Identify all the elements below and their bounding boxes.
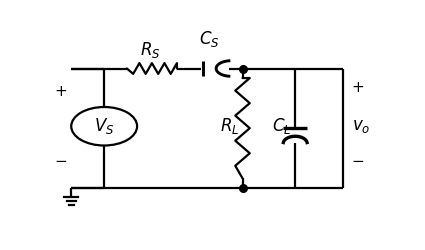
- Text: +: +: [351, 80, 364, 95]
- Text: −: −: [54, 154, 67, 169]
- Text: $C_S$: $C_S$: [199, 29, 220, 49]
- Text: $V_S$: $V_S$: [94, 116, 114, 136]
- Text: $R_S$: $R_S$: [140, 40, 161, 60]
- Text: $v_o$: $v_o$: [352, 117, 370, 135]
- Text: $R_L$: $R_L$: [220, 116, 239, 136]
- Text: +: +: [54, 84, 67, 99]
- Text: −: −: [351, 154, 364, 169]
- Text: $C_L$: $C_L$: [272, 116, 292, 136]
